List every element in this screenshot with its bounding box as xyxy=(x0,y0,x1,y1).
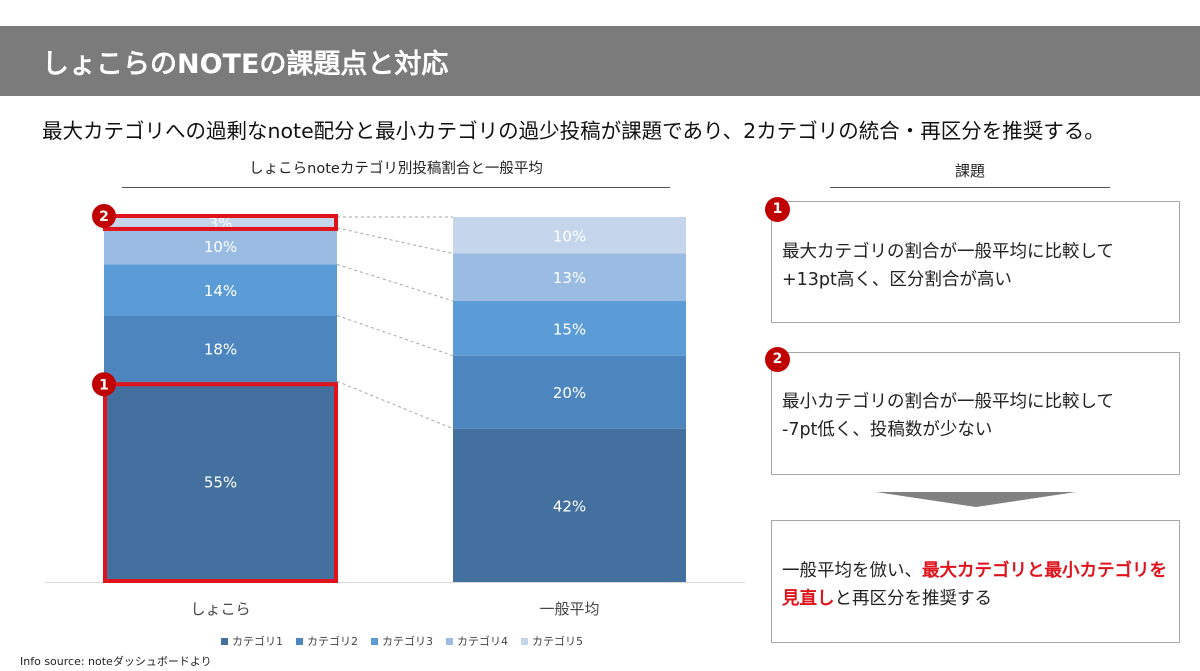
connector-line xyxy=(336,227,454,254)
legend-swatch xyxy=(221,638,228,645)
bar-segment xyxy=(453,253,686,301)
legend-label: カテゴリ5 xyxy=(532,634,583,648)
bar-segment xyxy=(453,300,686,356)
data-label: 42% xyxy=(553,497,586,515)
number-badge xyxy=(92,372,116,397)
number-badge xyxy=(92,204,116,228)
bar-segment xyxy=(453,355,686,429)
legend-label: カテゴリ2 xyxy=(307,634,358,648)
data-label: 20% xyxy=(553,384,586,402)
legend-label: カテゴリ1 xyxy=(232,634,283,648)
bar-segment xyxy=(104,315,337,382)
chart-title: しょこらnoteカテゴリ別投稿割合と一般平均 xyxy=(249,161,543,177)
info-source: Info source: noteダッシュボードより xyxy=(20,655,212,668)
down-arrow-icon xyxy=(876,492,1076,507)
bar-segment xyxy=(104,264,337,316)
recommendation-post: と再区分を推奨する xyxy=(834,589,993,609)
chart-title-rule xyxy=(122,187,670,188)
legend-swatch xyxy=(296,638,303,645)
legend-label: カテゴリ3 xyxy=(382,634,433,648)
bar-segment xyxy=(453,217,686,254)
connector-line xyxy=(336,380,454,430)
issue-box-2: 最小カテゴリの割合が一般平均に比較して -7pt低く、投稿数が少ない xyxy=(771,352,1180,475)
issue-1-badge: 1 xyxy=(765,197,790,222)
data-label: 55% xyxy=(204,474,237,492)
lead-message: 最大カテゴリへの過剰なnote配分と最小カテゴリの過少投稿が課題であり、2カテゴ… xyxy=(42,119,1105,143)
issue-2-line1: 最小カテゴリの割合が一般平均に比較して xyxy=(782,392,1114,412)
data-label: 10% xyxy=(204,238,237,256)
connector-line xyxy=(336,315,454,357)
issue-2-text: 最小カテゴリの割合が一般平均に比較して -7pt低く、投稿数が少ない xyxy=(782,388,1169,444)
data-label: 10% xyxy=(553,227,586,245)
highlight-frame-max xyxy=(103,382,338,583)
data-label: 14% xyxy=(204,282,237,300)
bar-segment xyxy=(104,227,337,265)
data-label: 13% xyxy=(553,269,586,287)
recommendation-pre: 一般平均を倣い、 xyxy=(782,561,922,581)
bar-segment xyxy=(104,217,337,228)
bar-segment xyxy=(104,381,337,582)
data-label: 18% xyxy=(204,340,237,358)
bar-segment xyxy=(453,428,686,582)
issue-box-1: 最大カテゴリの割合が一般平均に比較して +13pt高く、区分割合が高い xyxy=(771,201,1180,323)
category-label: 一般平均 xyxy=(539,600,599,618)
category-label: しょこら xyxy=(190,600,250,618)
page-title: しょこらのNOTEの課題点と対応 xyxy=(42,49,449,80)
issue-1-line1: 最大カテゴリの割合が一般平均に比較して xyxy=(782,242,1114,262)
header-bar: しょこらのNOTEの課題点と対応 xyxy=(0,26,1200,96)
legend-swatch xyxy=(371,638,378,645)
issues-heading-rule xyxy=(830,187,1110,188)
recommendation-box: 一般平均を倣い、最大カテゴリと最小カテゴリを見直しと再区分を推奨する xyxy=(771,520,1180,643)
legend-label: カテゴリ4 xyxy=(457,634,508,648)
issue-2-badge: 2 xyxy=(765,347,790,372)
number-badge-label: 1 xyxy=(99,377,109,393)
connector-line xyxy=(336,263,454,302)
stacked-bar-chart: 55%18%14%10%3%しょこら42%20%15%13%10%一般平均12カ… xyxy=(45,204,745,648)
issue-2-line2: -7pt低く、投稿数が少ない xyxy=(782,420,993,440)
legend-swatch xyxy=(521,638,528,645)
legend-swatch xyxy=(446,638,453,645)
issues-heading: 課題 xyxy=(954,162,985,180)
issue-1-text: 最大カテゴリの割合が一般平均に比較して +13pt高く、区分割合が高い xyxy=(782,238,1169,294)
number-badge-label: 2 xyxy=(99,209,109,225)
recommendation-text: 一般平均を倣い、最大カテゴリと最小カテゴリを見直しと再区分を推奨する xyxy=(782,557,1169,613)
recommendation-highlight: 最大カテゴリと最小カテゴリを見直し xyxy=(782,561,1167,609)
issue-1-line2: +13pt高く、区分割合が高い xyxy=(782,270,1012,290)
data-label: 15% xyxy=(553,320,586,338)
